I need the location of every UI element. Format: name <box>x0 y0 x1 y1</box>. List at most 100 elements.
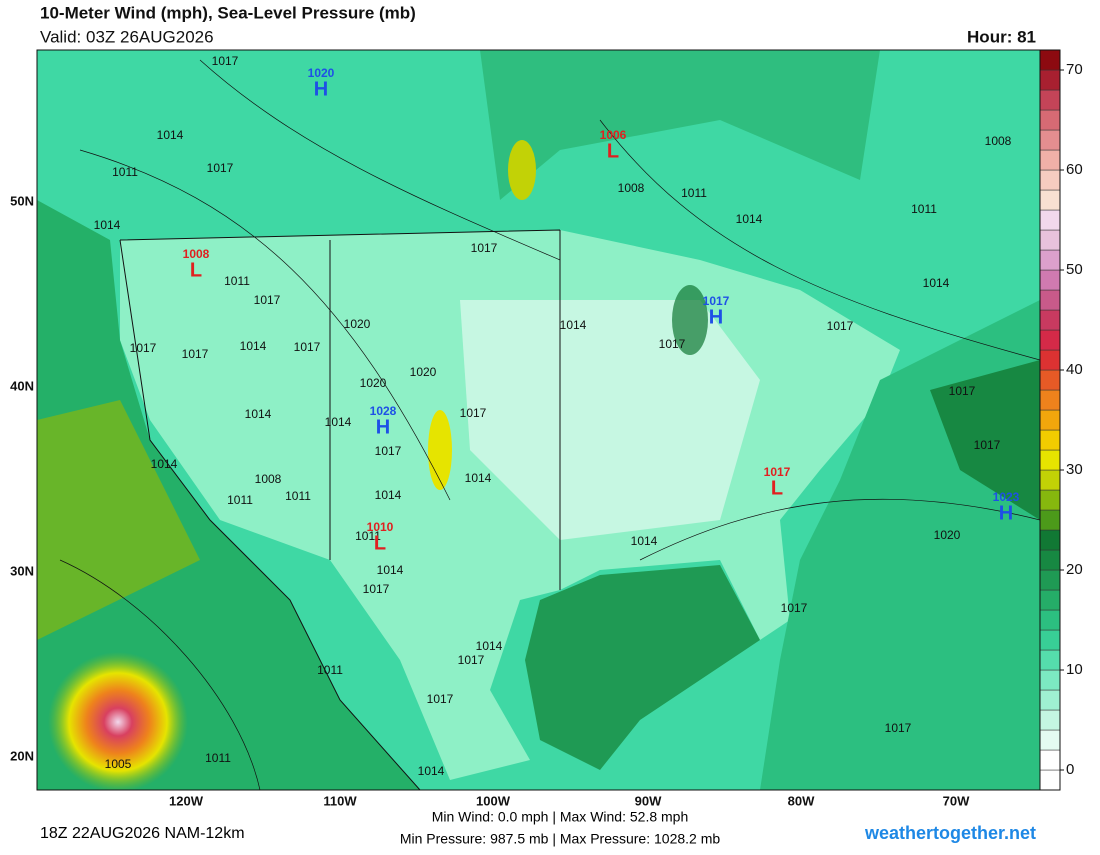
colorbar-bin <box>1039 309 1061 331</box>
isobar-label: 1017 <box>781 601 808 615</box>
isobar-label: 1014 <box>465 471 492 485</box>
isobar-label: 1008 <box>985 134 1012 148</box>
isobar-label: 1020 <box>410 365 437 379</box>
isobar-label: 1008 <box>255 472 282 486</box>
isobar-label: 1011 <box>681 186 707 200</box>
isobar-label: 1014 <box>418 764 445 778</box>
colorbar-bin <box>1039 149 1061 171</box>
pressure-center-symbol: L <box>607 140 619 162</box>
atlantic-wind-band <box>930 360 1040 520</box>
lat-label: 50N <box>10 193 34 208</box>
colorbar-bin <box>1039 569 1061 591</box>
wind-max-canada <box>508 140 536 200</box>
isobar-label: 1017 <box>827 319 854 333</box>
lon-label: 110W <box>323 793 357 808</box>
isobar-label: 1017 <box>974 438 1001 452</box>
isobar-label: 1017 <box>254 293 281 307</box>
model-run: 18Z 22AUG2026 NAM-12km <box>40 825 245 842</box>
isobar-label: 1017 <box>294 340 321 354</box>
lon-label: 120W <box>169 793 204 808</box>
colorbar-bin <box>1039 169 1061 191</box>
pressure-center-symbol: L <box>374 532 386 554</box>
isobar-label: 1008 <box>618 181 645 195</box>
colorbar-bin <box>1039 409 1061 431</box>
pressure-stats: Min Pressure: 987.5 mb | Max Pressure: 1… <box>400 831 721 847</box>
colorbar-bin <box>1039 349 1061 371</box>
isobar-label: 1014 <box>325 415 352 429</box>
isobars <box>59 59 1040 790</box>
pressure-center-symbol: H <box>314 78 328 100</box>
colorbar-bin <box>1039 489 1061 511</box>
pressure-center-value: 1010 <box>367 520 394 534</box>
colorbar-tick-label: 70 <box>1066 61 1083 78</box>
pressure-center-value: 1023 <box>993 490 1020 504</box>
pressure-center-value: 1006 <box>600 128 627 142</box>
colorbar-bin <box>1039 649 1061 671</box>
isobar-label: 1017 <box>471 241 498 255</box>
isobar-label: 1011 <box>355 529 381 543</box>
colorbar-bin <box>1039 549 1061 571</box>
colorbar-tick-label: 40 <box>1066 361 1083 378</box>
forecast-hour: Hour: 81 <box>967 27 1036 46</box>
site-credit: weathertogether.net <box>864 823 1036 843</box>
pressure-center-symbol: L <box>190 259 202 281</box>
isobar-label: 1005 <box>105 757 132 771</box>
isobar-label: 1011 <box>285 489 311 503</box>
lat-label: 40N <box>10 378 34 393</box>
lon-label: 80W <box>788 793 815 808</box>
isobar-label: 1014 <box>377 563 404 577</box>
pressure-center-value: 1017 <box>703 294 730 308</box>
pressure-center-value: 1008 <box>183 247 210 261</box>
wind-max-plains <box>428 410 452 490</box>
pressure-center-symbol: H <box>376 416 390 438</box>
colorbar-bin <box>1039 89 1061 111</box>
gulf-of-mexico <box>525 565 760 770</box>
isobar-label: 1017 <box>659 337 686 351</box>
colorbar-bin <box>1039 629 1061 651</box>
colorbar-bin <box>1039 229 1061 251</box>
colorbar-bin <box>1039 289 1061 311</box>
colorbar-frame <box>1039 49 1061 791</box>
isobar-label: 1017 <box>458 653 485 667</box>
map-title: 10-Meter Wind (mph), Sea-Level Pressure … <box>40 3 416 22</box>
isobar-label: 1020 <box>934 528 961 542</box>
isobar-label: 1011 <box>112 165 138 179</box>
colorbar-bin <box>1039 389 1061 411</box>
isobar-label: 1014 <box>375 488 402 502</box>
isobar-label: 1011 <box>317 663 343 677</box>
colorbar-bin <box>1039 749 1061 771</box>
colorbar-bin <box>1039 189 1061 211</box>
colorbar-bin <box>1039 109 1061 131</box>
map-area <box>37 50 1040 790</box>
canada-wind-band <box>480 50 880 200</box>
pressure-center-value: 1028 <box>370 404 397 418</box>
isobar-label: 1014 <box>157 128 184 142</box>
lon-label: 70W <box>943 793 970 808</box>
isobar-label: 1014 <box>631 534 658 548</box>
isobar-label: 1017 <box>182 347 209 361</box>
isobar-label: 1014 <box>245 407 272 421</box>
pacific-wind-band <box>37 400 200 640</box>
hurricane <box>48 652 188 790</box>
colorbar-bin <box>1039 249 1061 271</box>
isobar-label: 1020 <box>344 317 371 331</box>
colorbar-bin <box>1039 589 1061 611</box>
colorbar-bin <box>1039 509 1061 531</box>
pressure-center-symbol: L <box>771 477 783 499</box>
colorbar-tick-label: 0 <box>1066 761 1074 778</box>
isobar-label: 1017 <box>212 54 239 68</box>
isobar-label: 1011 <box>205 751 231 765</box>
colorbar-bin <box>1039 429 1061 451</box>
colorbar: 0 10 20 30 40 50 60 70 <box>1039 49 1083 791</box>
colorbar-tick-label: 30 <box>1066 461 1083 478</box>
isobar-label: 1014 <box>151 457 178 471</box>
map-labels: 120W 110W 100W 90W 80W 70W50N40N30N20N1017101… <box>10 54 1020 808</box>
isobar-label: 1014 <box>476 639 503 653</box>
colorbar-tick-label: 20 <box>1066 561 1083 578</box>
colorbar-bin <box>1039 769 1061 791</box>
colorbar-bin <box>1039 369 1061 391</box>
colorbar-bin <box>1039 469 1061 491</box>
isobar-label: 1011 <box>911 202 937 216</box>
isobar-label: 1017 <box>207 161 234 175</box>
colorbar-bin <box>1039 129 1061 151</box>
